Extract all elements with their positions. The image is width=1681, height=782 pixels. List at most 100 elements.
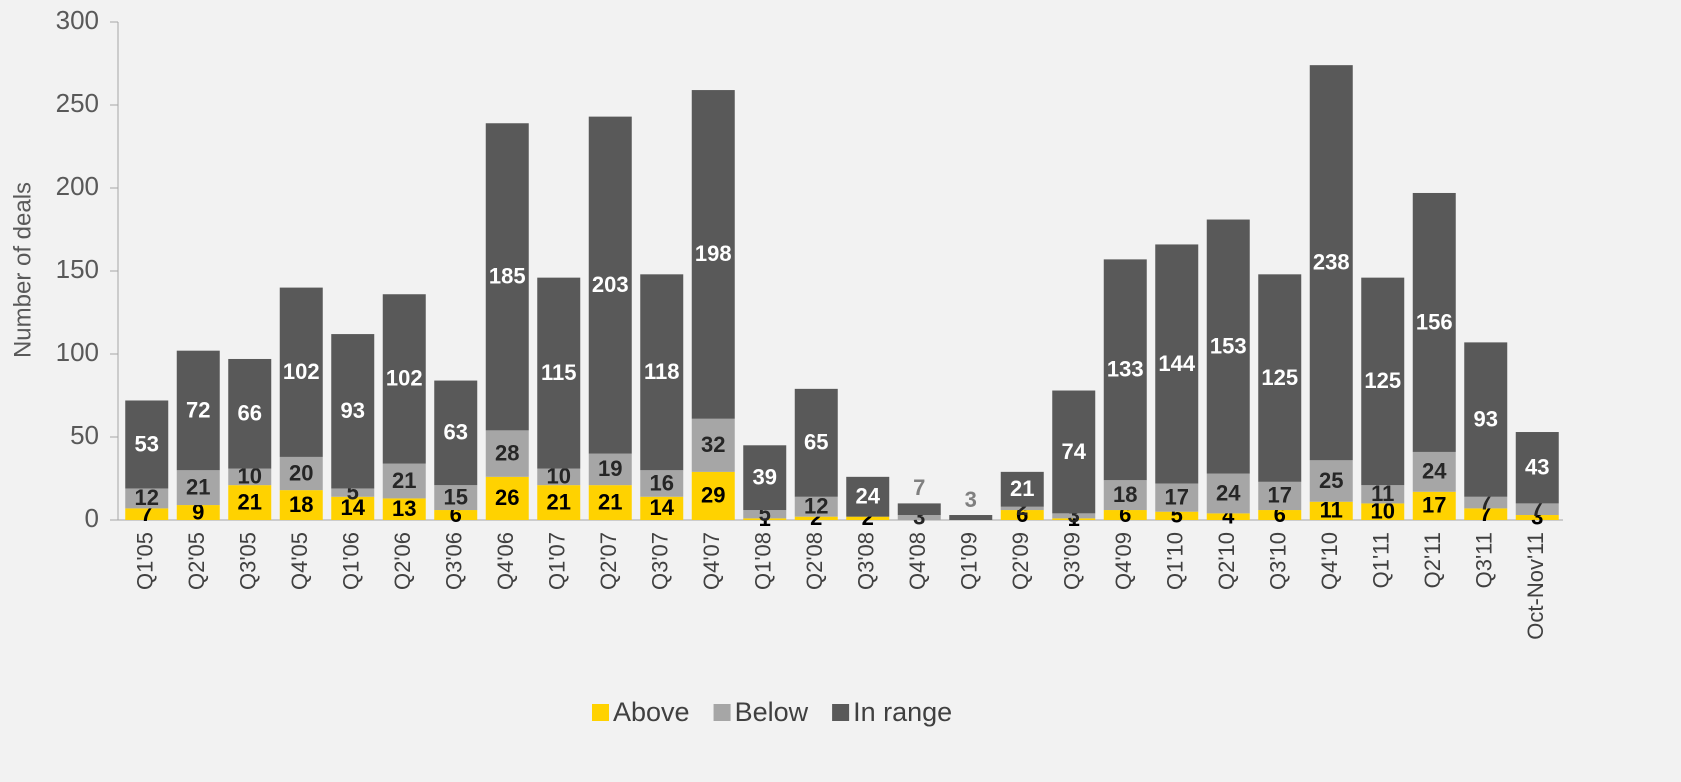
value-label: 11 [1371, 481, 1394, 506]
x-tick-label: Q3'07 [648, 532, 673, 590]
bar-segment [794, 496, 838, 517]
y-tick-label: 200 [56, 171, 99, 201]
value-label: 203 [592, 272, 629, 297]
x-tick-label: Q4'09 [1111, 532, 1136, 590]
value-label: 153 [1210, 333, 1247, 358]
y-tick-label: 300 [56, 5, 99, 35]
bar-segment [434, 485, 478, 511]
value-label: 156 [1416, 309, 1453, 334]
legend-label: In range [853, 697, 952, 727]
value-label: 12 [804, 494, 828, 519]
bar-segment [279, 490, 323, 520]
x-tick-label: Q1'05 [133, 532, 158, 590]
bar-segment [691, 418, 735, 472]
bar-segment [1052, 390, 1096, 514]
x-tick-label: Q1'06 [339, 532, 364, 590]
bar-segment [176, 350, 220, 471]
bar-segment [897, 503, 941, 516]
bar-segment [1309, 501, 1353, 520]
bar-segment [1412, 451, 1456, 492]
value-label: 17 [1268, 483, 1292, 508]
bar-segment [1361, 485, 1405, 504]
value-label: 65 [804, 430, 828, 455]
bar-segment [1052, 518, 1096, 520]
y-tick-label: 250 [56, 88, 99, 118]
bar-segment [588, 116, 632, 454]
x-tick-label: Q4'08 [905, 532, 930, 590]
value-label: 144 [1158, 351, 1195, 376]
value-label: 18 [1113, 482, 1137, 507]
bar-segment [640, 470, 684, 497]
bar-segment [1412, 491, 1456, 520]
value-label: 14 [650, 495, 675, 520]
bar-segment [279, 456, 323, 491]
bar-segment [537, 468, 581, 486]
x-tick-label: Q2'06 [390, 532, 415, 590]
bar-segment [125, 488, 169, 509]
value-label: 11 [1320, 498, 1343, 523]
value-label: 125 [1364, 368, 1401, 393]
legend-label: Below [735, 697, 809, 727]
bar-segment [897, 515, 941, 520]
bar-segment [1000, 471, 1044, 507]
bar-segment [1361, 277, 1405, 486]
y-tick-label: 50 [70, 420, 99, 450]
value-label: 198 [695, 241, 732, 266]
bar-segment [846, 476, 890, 517]
bar-segment [949, 515, 993, 520]
bar-segment [691, 90, 735, 419]
value-label: 3 [965, 487, 977, 512]
bar-segment [1206, 513, 1250, 520]
bar-segment [1155, 244, 1199, 484]
bar-segment [382, 498, 426, 520]
bar-segment [485, 123, 529, 431]
x-tick-label: Q2'05 [184, 532, 209, 590]
bar-segment [125, 400, 169, 489]
x-tick-label: Q2'07 [596, 532, 621, 590]
x-tick-label: Q2'10 [1214, 532, 1239, 590]
x-tick-label: Q1'09 [957, 532, 982, 590]
bar-segment [331, 496, 375, 520]
x-tick-label: Q3'06 [442, 532, 467, 590]
bar-segment [331, 488, 375, 497]
value-label: 66 [238, 401, 262, 426]
bar-segment [1464, 508, 1508, 520]
bar-segment [1103, 480, 1147, 511]
value-label: 13 [392, 496, 416, 521]
bar-segment [588, 453, 632, 486]
y-axis-label: Number of deals [9, 182, 36, 358]
bar-segment [228, 358, 272, 469]
bar-segment [743, 445, 787, 511]
x-tick-label: Q3'09 [1060, 532, 1085, 590]
value-label: 21 [547, 489, 571, 514]
value-label: 133 [1107, 357, 1144, 382]
bar-segment [1000, 506, 1044, 511]
value-label: 102 [283, 359, 320, 384]
x-tick-label: Q3'08 [854, 532, 879, 590]
bar-segment [794, 516, 838, 520]
value-label: 43 [1525, 455, 1549, 480]
x-tick-label: Q2'09 [1008, 532, 1033, 590]
value-label: 185 [489, 264, 526, 289]
x-tick-label: Q1'10 [1163, 532, 1188, 590]
value-label: 125 [1261, 365, 1298, 390]
bar-segment [434, 380, 478, 486]
y-tick-label: 100 [56, 337, 99, 367]
value-label: 102 [386, 366, 423, 391]
value-label: 21 [186, 474, 210, 499]
value-label: 24 [1422, 459, 1447, 484]
x-tick-label: Q4'06 [493, 532, 518, 590]
bar-segment [1258, 481, 1302, 511]
bar-segment [1206, 219, 1250, 474]
bar-segment [331, 334, 375, 489]
value-label: 24 [856, 484, 881, 509]
value-label: 21 [598, 489, 622, 514]
legend-swatch [713, 704, 731, 721]
value-label: 118 [644, 359, 680, 384]
bar-segment [1155, 483, 1199, 512]
value-label: 115 [541, 360, 577, 385]
value-label: 21 [1010, 476, 1034, 501]
value-label: 16 [650, 470, 674, 495]
legend-swatch [832, 704, 850, 721]
